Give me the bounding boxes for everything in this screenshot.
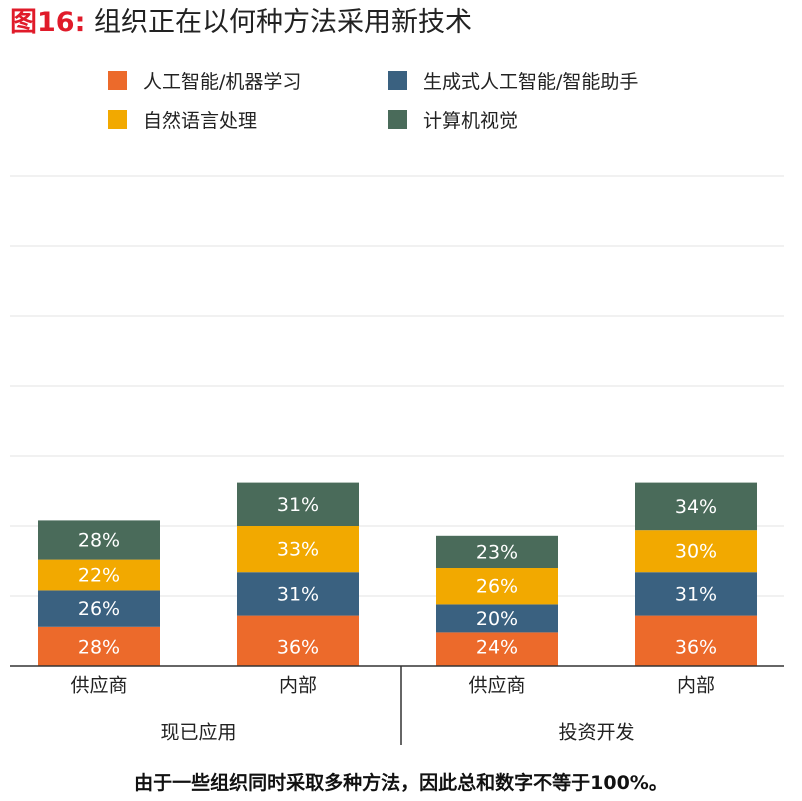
- data-label-series0-cat0: 28%: [78, 637, 120, 659]
- category-label-1: 内部: [279, 675, 317, 697]
- bar-series3-cat0: [38, 520, 160, 560]
- bar-series1-cat1: [237, 572, 359, 616]
- bar-series3-cat2: [436, 535, 558, 568]
- data-label-series2-cat3: 30%: [675, 541, 717, 563]
- legend-item-ai-ml: 人工智能/机器学习: [108, 67, 301, 93]
- bar-series0-cat3: [635, 615, 757, 666]
- data-label-series1-cat1: 31%: [277, 583, 319, 605]
- data-label-series1-cat2: 20%: [476, 608, 518, 630]
- data-label-series1-cat0: 26%: [78, 598, 120, 620]
- data-label-series2-cat0: 22%: [78, 565, 120, 587]
- data-label-series3-cat1: 31%: [277, 494, 319, 516]
- bar-series1-cat2: [436, 604, 558, 633]
- data-label-series0-cat2: 24%: [476, 637, 518, 659]
- legend-item-nlp: 自然语言处理: [108, 106, 257, 132]
- bar-series2-cat1: [237, 526, 359, 573]
- data-label-series3-cat3: 34%: [675, 496, 717, 518]
- footnote: 由于一些组织同时采取多种方法，因此总和数字不等于100%。: [134, 772, 668, 794]
- chart-title-text: 组织正在以何种方法采用新技术: [85, 7, 472, 38]
- chart-title: 图16: 组织正在以何种方法采用新技术: [10, 6, 472, 40]
- legend-label-genai: 生成式人工智能/智能助手: [423, 70, 639, 93]
- bar-series0-cat0: [38, 626, 160, 666]
- category-label-3: 内部: [677, 675, 715, 697]
- legend-swatch-genai: [388, 70, 407, 90]
- bar-series2-cat0: [38, 559, 160, 591]
- bar-series1-cat0: [38, 590, 160, 627]
- category-label-0: 供应商: [70, 675, 127, 697]
- legend-label-nlp: 自然语言处理: [143, 109, 258, 132]
- data-label-series2-cat2: 26%: [476, 576, 518, 598]
- legend-item-cv: 计算机视觉: [388, 106, 518, 132]
- legend-swatch-ai-ml: [108, 70, 127, 90]
- group-label-1: 投资开发: [558, 722, 634, 744]
- legend-item-genai: 生成式人工智能/智能助手: [388, 67, 638, 93]
- legend-label-ai-ml: 人工智能/机器学习: [143, 70, 302, 93]
- category-label-2: 供应商: [468, 675, 525, 697]
- data-label-series1-cat3: 31%: [675, 583, 717, 605]
- legend-swatch-cv: [388, 109, 407, 129]
- data-label-series3-cat2: 23%: [476, 541, 518, 563]
- bar-series3-cat3: [635, 482, 757, 531]
- data-label-series3-cat0: 28%: [78, 530, 120, 552]
- data-label-series0-cat1: 36%: [277, 637, 319, 659]
- data-label-series2-cat1: 33%: [277, 539, 319, 561]
- figure-number: 图16:: [10, 7, 86, 38]
- bar-series3-cat1: [237, 482, 359, 526]
- group-label-0: 现已应用: [160, 722, 236, 744]
- bar-series2-cat3: [635, 530, 757, 573]
- bar-series1-cat3: [635, 572, 757, 616]
- bar-series0-cat2: [436, 632, 558, 666]
- bar-series2-cat2: [436, 568, 558, 605]
- bar-series0-cat1: [237, 615, 359, 666]
- legend-label-cv: 计算机视觉: [423, 109, 519, 132]
- data-label-series0-cat3: 36%: [675, 637, 717, 659]
- legend-swatch-nlp: [108, 109, 127, 129]
